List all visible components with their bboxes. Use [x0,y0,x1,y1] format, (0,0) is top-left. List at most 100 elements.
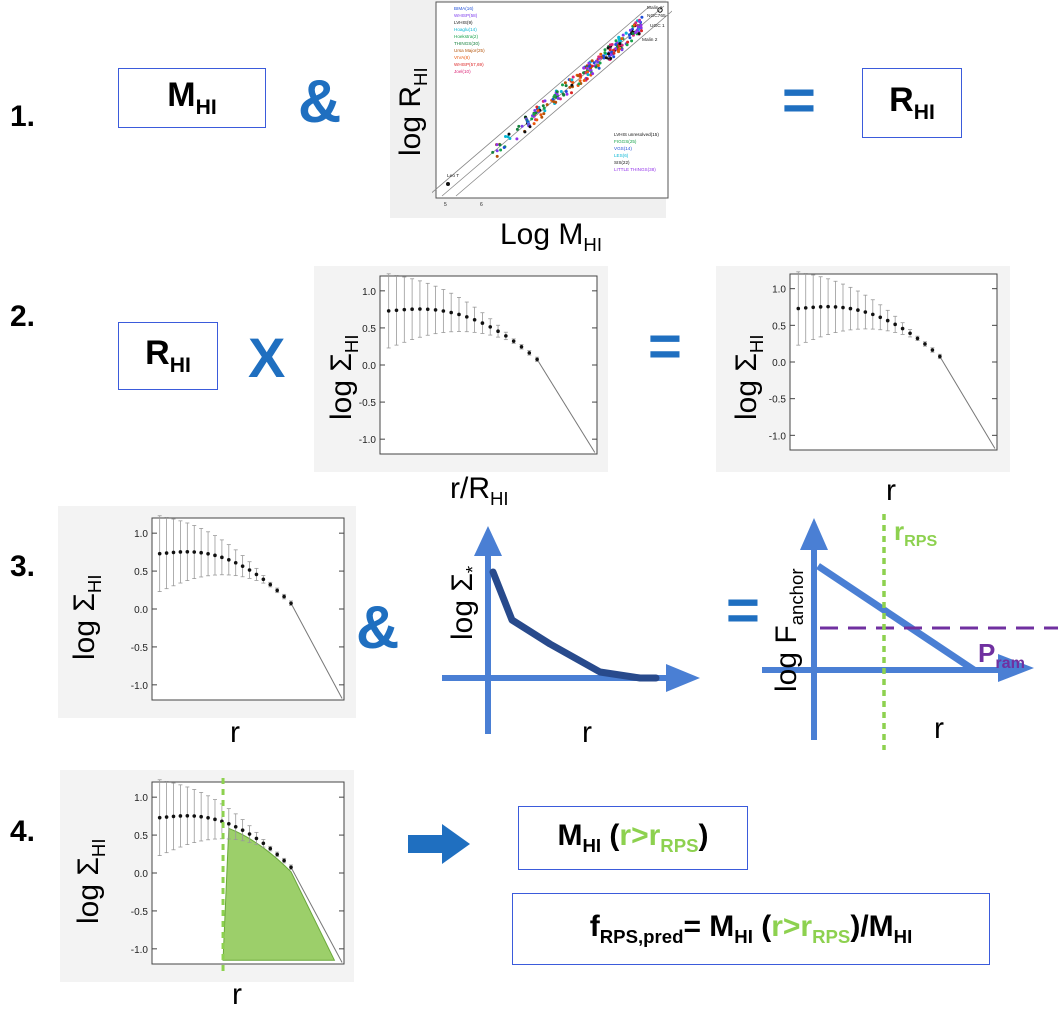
profile-point [833,305,838,309]
scatter-point [555,90,559,94]
anchor-force-line [816,563,976,673]
stellar-x-arrowhead [666,664,700,692]
scatter-point [640,29,643,33]
legend-bottom-6: LITTLE THINGS(38) [614,167,656,172]
row2-physical-profile-plot: 1.0 0.5 0.0 -0.5 -1.0 [769,271,998,451]
scatter-point [608,43,612,47]
row2-right-y-axis-label: log ΣHI [730,334,767,420]
scatter-point [631,32,635,35]
profile-point [282,858,286,863]
profile-point [247,832,252,836]
scatter-point [582,71,586,75]
result-arrow [408,824,470,864]
scatter-point [582,66,586,70]
profile-point [240,564,245,568]
scatter-point [545,103,549,107]
scatter-point [536,109,540,112]
legend-top-1: BIMA(16) [454,6,474,11]
profile-point [811,305,815,310]
stripped-mass-box: MHI (r>rRPS) [518,806,748,870]
y-tick-label: 0.5 [134,567,148,578]
profile-point [893,322,897,327]
scatter-point [592,61,596,65]
scatter-point [504,135,507,138]
profile-point [449,310,453,315]
scatter-point [620,48,624,52]
y-tick-label: -1.0 [131,945,149,956]
profile-point [227,557,231,562]
y-tick-label: 1.0 [772,285,786,296]
scatter-point [597,55,601,59]
profile-point [504,334,508,338]
scatter-point [608,48,612,52]
scatter-point [561,92,565,96]
scatter-point [564,84,568,88]
annot-leot: Leo T [447,173,459,179]
r-hi-input-label: RHI [145,334,191,377]
scatter-point [570,83,574,87]
step-1-number: 1. [10,100,36,133]
y-tick-label: 0.5 [772,321,786,332]
scatter-legend-bottom: LVHIS unresolved(15) FIGGS(25) VGS(14) L… [614,132,659,172]
scatter-point [624,31,628,35]
scatter-point [563,81,567,85]
annot-ugc: UGC 1 [650,23,665,29]
annot-malin2: Malin 2 [642,37,658,43]
scatter-point [625,43,629,47]
profile-point [900,326,905,331]
profile-point [519,344,524,349]
y-tick-label: 0.0 [362,361,376,372]
step-3-number: 3. [10,550,36,583]
scatter-point [495,143,499,147]
legend-bottom-3: VGS(14) [614,146,632,151]
legend-top-2: WHISP(58) [454,13,478,18]
profile-point [457,312,461,317]
scatter-point [502,146,506,149]
profile-point [192,550,197,554]
profile-point [185,549,190,554]
scatter-point [568,85,572,89]
scatter-xtick-6: 6 [480,202,483,208]
y-tick-label: 1.0 [362,287,376,298]
scatter-point [585,66,589,70]
row1-y-axis-label: log RHI [394,67,431,156]
y-tick-label: 0.5 [134,831,148,842]
scatter-point [534,111,538,115]
scatter-point [540,115,544,119]
scatter-point [594,59,598,63]
scatter-point [578,79,582,83]
profile-point [157,815,162,820]
scatter-point [612,51,616,55]
scatter-point-leo-t [446,182,450,186]
scatter-point [607,52,610,56]
anchor-y-arrowhead [800,518,828,550]
scatter-point [599,52,603,56]
scatter-point [559,90,563,93]
scatter-point [637,32,641,36]
scatter-point [603,51,607,55]
scatter-point [564,90,568,93]
profile-point [425,307,430,312]
stellar-profile-curve [489,568,660,682]
scatter-point [628,28,632,32]
profile-point [527,351,532,355]
legend-top-3: LVHIS(9) [454,20,473,25]
scatter-point [507,132,511,136]
scatter-point [590,59,594,63]
scatter-point [634,21,638,25]
scatter-point [627,33,631,37]
scatter-point [609,57,613,60]
profile-point [164,551,169,555]
profile-point [289,865,293,870]
p-ram-label: Pram [978,638,1025,673]
profile-point [826,304,830,309]
profile-point [206,551,210,556]
scatter-point [552,100,556,104]
y-tick-label: 1.0 [134,793,148,804]
ampersand-operator: & [298,68,342,135]
scatter-point [636,25,640,29]
y-tick-label: 0.5 [362,324,376,335]
m-hi-box: MHI [118,68,266,128]
profile-point [908,331,912,336]
row3-hi-profile-plot: 1.0 0.5 0.0 -0.5 -1.0 [131,515,345,701]
